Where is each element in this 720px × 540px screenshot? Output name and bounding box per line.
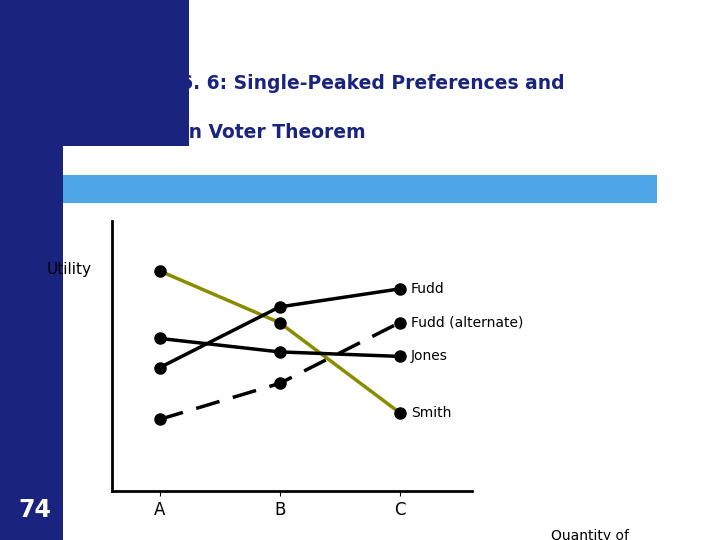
Text: Fudd (alternate): Fudd (alternate) [410, 316, 523, 329]
Bar [63, 176, 657, 202]
Text: Utility: Utility [47, 262, 92, 277]
Text: 74: 74 [18, 498, 51, 522]
Bar [0, 0, 63, 540]
Text: FIGURE 16. 6: Single-Peaked Preferences and: FIGURE 16. 6: Single-Peaked Preferences … [83, 74, 564, 93]
Bar [63, 0, 189, 146]
Text: the Median Voter Theorem: the Median Voter Theorem [83, 123, 366, 142]
Text: Smith: Smith [410, 406, 451, 420]
Text: Quantity of
public good: Quantity of public good [551, 529, 632, 540]
Text: Jones: Jones [410, 349, 448, 363]
Text: Fudd: Fudd [410, 282, 444, 296]
